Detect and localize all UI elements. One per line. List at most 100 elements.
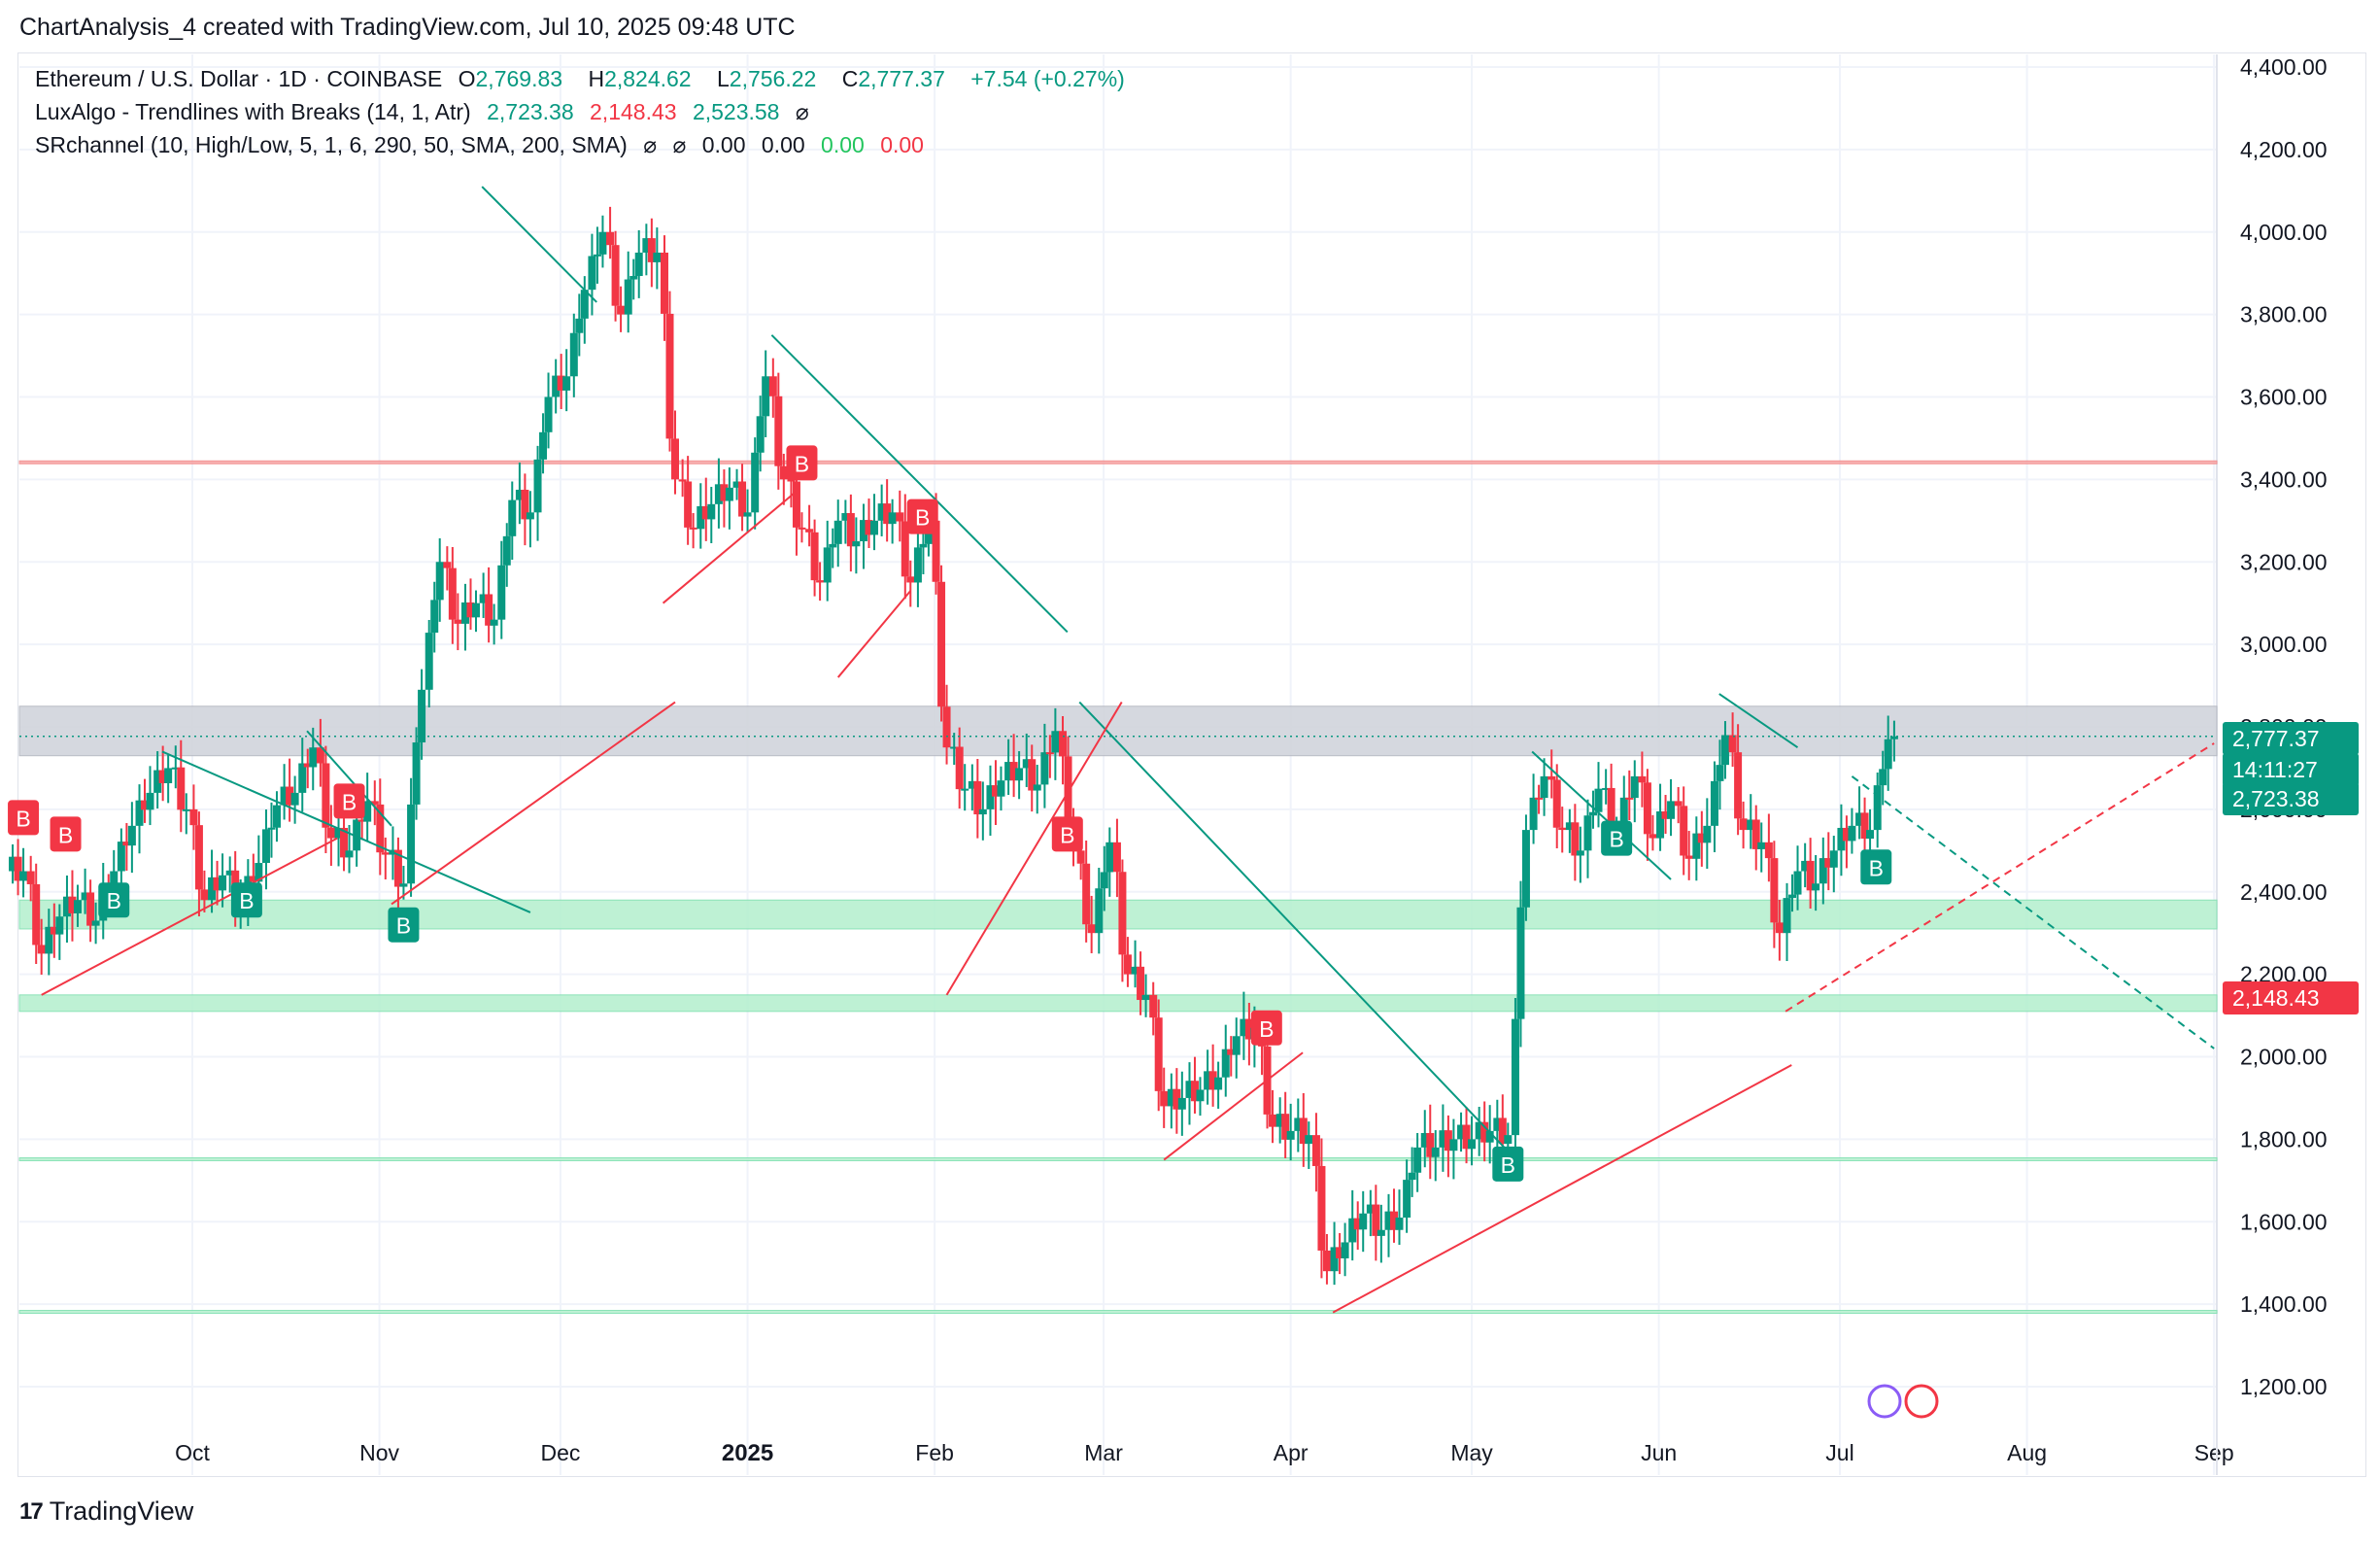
break-signal-label: B <box>1609 827 1623 852</box>
indicator2-value-1: 0.00 <box>701 132 746 157</box>
candle-body <box>950 746 959 749</box>
trendline <box>1332 1064 1792 1314</box>
candle-body <box>743 512 752 517</box>
tradingview-footer[interactable]: 17 TradingView <box>19 1496 193 1527</box>
candle-body <box>213 877 221 891</box>
y-tick-label: 3,600.00 <box>2240 385 2328 410</box>
candle-body <box>322 763 330 828</box>
candle-body <box>508 499 517 536</box>
candle-body <box>1232 1036 1241 1055</box>
tradingview-logo-text[interactable]: TradingView <box>49 1496 194 1526</box>
indicator2-legend[interactable]: SRchannel (10, High/Low, 5, 1, 6, 290, 5… <box>35 132 934 158</box>
candle-body <box>454 619 462 624</box>
candle-body <box>810 532 819 581</box>
candle-body <box>1009 762 1018 781</box>
indicator2-value-4: 0.00 <box>880 132 924 157</box>
indicator1-value-lower: 2,148.43 <box>590 99 677 124</box>
break-signal-marker <box>98 882 130 918</box>
candle-body <box>1462 1124 1471 1150</box>
candle-body <box>68 896 77 913</box>
candle-body <box>624 279 632 315</box>
candle-body <box>1149 994 1158 1018</box>
candle-body <box>490 619 498 626</box>
candle-body <box>334 827 343 839</box>
candle-body <box>1082 863 1091 925</box>
candle-body <box>557 375 565 391</box>
candle-body <box>1240 1018 1248 1037</box>
candle-body <box>309 747 318 768</box>
candle-body <box>110 871 119 892</box>
candle-body <box>425 633 433 690</box>
x-tick-label: May <box>1450 1440 1493 1465</box>
candle-body <box>883 503 892 525</box>
candle-body <box>1154 1017 1163 1091</box>
trendline <box>945 702 1123 996</box>
indicator2-name[interactable]: SRchannel (10, High/Low, 5, 1, 6, 290, 5… <box>35 132 628 157</box>
symbol-name[interactable]: Ethereum / U.S. Dollar · 1D · COINBASE <box>35 66 443 91</box>
candle-body <box>1583 815 1592 851</box>
candle-body <box>1377 1229 1385 1236</box>
open-value: 2,769.83 <box>475 66 563 91</box>
change-value: +7.54 (+0.27%) <box>970 66 1125 91</box>
candle-body <box>606 231 615 246</box>
low-label: L <box>716 66 730 91</box>
x-tick-label: Nov <box>359 1440 399 1465</box>
candle-body <box>73 900 82 913</box>
indicator1-name[interactable]: LuxAlgo - Trendlines with Breaks (14, 1,… <box>35 99 471 124</box>
candle-body <box>991 785 1000 797</box>
candle-body <box>171 767 180 770</box>
tradingview-logo-icon[interactable]: 17 <box>19 1497 44 1525</box>
candle-body <box>1196 1089 1205 1102</box>
support-zone-2 <box>18 994 2218 1013</box>
candle-body <box>932 520 940 582</box>
candle-body <box>1842 827 1851 842</box>
candle-body <box>1619 797 1628 831</box>
candle-body <box>1177 1097 1186 1110</box>
candle-body <box>1167 1088 1175 1107</box>
candle-body <box>1330 1247 1339 1272</box>
candle-body <box>598 231 607 255</box>
candle-body <box>219 875 227 891</box>
candle-body <box>1457 1124 1466 1140</box>
candle-body <box>823 547 832 583</box>
candle-body <box>779 465 788 480</box>
y-tick-label: 3,400.00 <box>2240 466 2328 492</box>
candle-body <box>1824 858 1833 868</box>
candle-body <box>286 786 294 806</box>
x-tick-label: Sep <box>2194 1440 2234 1465</box>
chart-area[interactable] <box>17 52 2366 1477</box>
resistance-line <box>18 460 2218 464</box>
candle-body <box>575 318 584 333</box>
symbol-legend[interactable]: Ethereum / U.S. Dollar · 1D · COINBASE O… <box>35 66 1135 92</box>
candle-body <box>792 481 800 528</box>
candle-body <box>370 801 379 805</box>
candle-body <box>1667 801 1676 819</box>
candle-body <box>1426 1133 1435 1157</box>
candle-body <box>353 819 361 851</box>
trendline <box>836 590 912 678</box>
candle-body <box>381 852 390 855</box>
candle-body <box>1100 872 1108 889</box>
candle-body <box>919 543 928 548</box>
trendline <box>662 491 797 604</box>
indicator1-legend[interactable]: LuxAlgo - Trendlines with Breaks (14, 1,… <box>35 99 819 125</box>
candle-body <box>942 706 951 748</box>
candle-body <box>774 395 783 466</box>
candle-body <box>1449 1139 1458 1152</box>
candle-body <box>1372 1204 1380 1236</box>
candle-body <box>1015 768 1024 781</box>
candle-body <box>870 520 879 535</box>
candle-body <box>1305 1135 1313 1145</box>
break-signal-marker <box>1860 849 1892 885</box>
candle-body <box>1033 784 1041 791</box>
candle-body <box>1710 780 1718 826</box>
candle-body <box>738 481 747 517</box>
candle-body <box>629 276 638 280</box>
candle-body <box>1656 810 1665 839</box>
candle-body <box>1589 811 1598 816</box>
candle-body <box>617 305 626 315</box>
candle-body <box>280 786 289 806</box>
candle-body <box>841 513 850 521</box>
candle-body <box>448 567 457 620</box>
